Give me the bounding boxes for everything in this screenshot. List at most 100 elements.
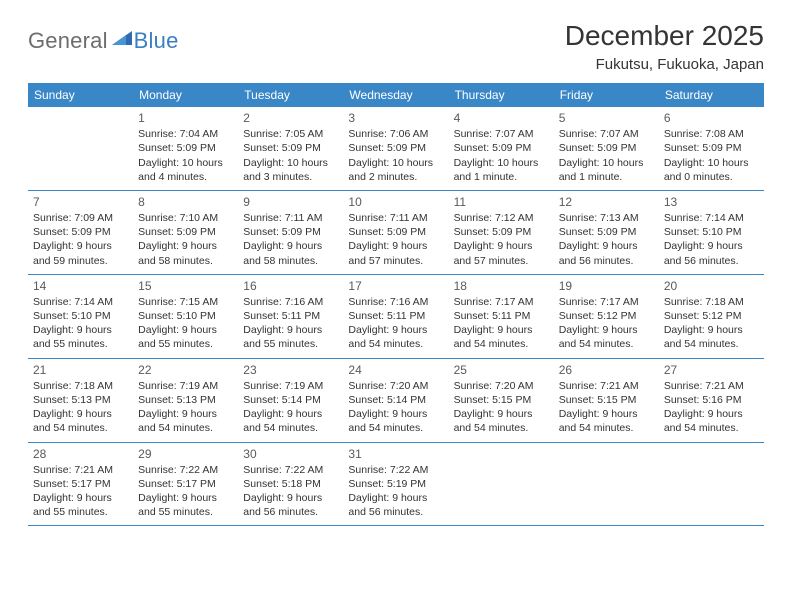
daylight-text: Daylight: 9 hours and 58 minutes. [138, 239, 233, 267]
day-cell: 23Sunrise: 7:19 AMSunset: 5:14 PMDayligh… [238, 359, 343, 442]
daylight-text: Daylight: 9 hours and 56 minutes. [243, 491, 338, 519]
day-cell: 11Sunrise: 7:12 AMSunset: 5:09 PMDayligh… [449, 191, 554, 274]
day-cell: 20Sunrise: 7:18 AMSunset: 5:12 PMDayligh… [659, 275, 764, 358]
day-number: 22 [138, 362, 233, 378]
day-number: 20 [664, 278, 759, 294]
day-cell: 10Sunrise: 7:11 AMSunset: 5:09 PMDayligh… [343, 191, 448, 274]
week-row: 7Sunrise: 7:09 AMSunset: 5:09 PMDaylight… [28, 191, 764, 275]
week-row: 14Sunrise: 7:14 AMSunset: 5:10 PMDayligh… [28, 275, 764, 359]
sunrise-text: Sunrise: 7:15 AM [138, 295, 233, 309]
day-number: 1 [138, 110, 233, 126]
day-cell: 30Sunrise: 7:22 AMSunset: 5:18 PMDayligh… [238, 443, 343, 526]
weekday-header: Monday [133, 83, 238, 107]
sunrise-text: Sunrise: 7:22 AM [348, 463, 443, 477]
daylight-text: Daylight: 10 hours and 0 minutes. [664, 156, 759, 184]
day-number: 13 [664, 194, 759, 210]
weekday-header-row: Sunday Monday Tuesday Wednesday Thursday… [28, 83, 764, 107]
sunset-text: Sunset: 5:09 PM [559, 225, 654, 239]
day-cell: 29Sunrise: 7:22 AMSunset: 5:17 PMDayligh… [133, 443, 238, 526]
logo-sail-icon [112, 31, 132, 45]
day-number: 7 [33, 194, 128, 210]
sunset-text: Sunset: 5:09 PM [348, 225, 443, 239]
page-header: General Blue December 2025 Fukutsu, Fuku… [28, 20, 764, 73]
daylight-text: Daylight: 9 hours and 56 minutes. [664, 239, 759, 267]
sunset-text: Sunset: 5:09 PM [559, 141, 654, 155]
daylight-text: Daylight: 9 hours and 55 minutes. [243, 323, 338, 351]
sunrise-text: Sunrise: 7:18 AM [33, 379, 128, 393]
daylight-text: Daylight: 10 hours and 3 minutes. [243, 156, 338, 184]
calendar-grid: Sunday Monday Tuesday Wednesday Thursday… [28, 83, 764, 526]
sunset-text: Sunset: 5:15 PM [559, 393, 654, 407]
week-row: 21Sunrise: 7:18 AMSunset: 5:13 PMDayligh… [28, 359, 764, 443]
day-cell: 31Sunrise: 7:22 AMSunset: 5:19 PMDayligh… [343, 443, 448, 526]
daylight-text: Daylight: 9 hours and 58 minutes. [243, 239, 338, 267]
sunset-text: Sunset: 5:19 PM [348, 477, 443, 491]
sunrise-text: Sunrise: 7:20 AM [348, 379, 443, 393]
logo-text-general: General [28, 28, 108, 54]
daylight-text: Daylight: 9 hours and 55 minutes. [33, 491, 128, 519]
sunset-text: Sunset: 5:13 PM [138, 393, 233, 407]
sunset-text: Sunset: 5:16 PM [664, 393, 759, 407]
day-cell [28, 107, 133, 190]
day-cell: 28Sunrise: 7:21 AMSunset: 5:17 PMDayligh… [28, 443, 133, 526]
daylight-text: Daylight: 9 hours and 56 minutes. [559, 239, 654, 267]
day-cell: 26Sunrise: 7:21 AMSunset: 5:15 PMDayligh… [554, 359, 659, 442]
daylight-text: Daylight: 9 hours and 54 minutes. [454, 323, 549, 351]
day-cell [659, 443, 764, 526]
sunset-text: Sunset: 5:09 PM [243, 225, 338, 239]
day-number: 28 [33, 446, 128, 462]
daylight-text: Daylight: 9 hours and 54 minutes. [559, 407, 654, 435]
sunrise-text: Sunrise: 7:20 AM [454, 379, 549, 393]
sunset-text: Sunset: 5:11 PM [348, 309, 443, 323]
sunrise-text: Sunrise: 7:21 AM [559, 379, 654, 393]
day-number: 23 [243, 362, 338, 378]
title-block: December 2025 Fukutsu, Fukuoka, Japan [565, 20, 764, 73]
day-cell: 15Sunrise: 7:15 AMSunset: 5:10 PMDayligh… [133, 275, 238, 358]
day-cell: 21Sunrise: 7:18 AMSunset: 5:13 PMDayligh… [28, 359, 133, 442]
sunset-text: Sunset: 5:12 PM [664, 309, 759, 323]
weekday-header: Tuesday [238, 83, 343, 107]
day-number: 3 [348, 110, 443, 126]
sunrise-text: Sunrise: 7:05 AM [243, 127, 338, 141]
day-number: 8 [138, 194, 233, 210]
day-number: 15 [138, 278, 233, 294]
daylight-text: Daylight: 9 hours and 54 minutes. [664, 407, 759, 435]
location-text: Fukutsu, Fukuoka, Japan [565, 56, 764, 73]
sunrise-text: Sunrise: 7:18 AM [664, 295, 759, 309]
day-number: 21 [33, 362, 128, 378]
sunset-text: Sunset: 5:09 PM [454, 141, 549, 155]
sunrise-text: Sunrise: 7:13 AM [559, 211, 654, 225]
sunrise-text: Sunrise: 7:19 AM [138, 379, 233, 393]
day-number: 12 [559, 194, 654, 210]
calendar-page: General Blue December 2025 Fukutsu, Fuku… [0, 0, 792, 526]
daylight-text: Daylight: 9 hours and 54 minutes. [559, 323, 654, 351]
sunset-text: Sunset: 5:12 PM [559, 309, 654, 323]
sunrise-text: Sunrise: 7:22 AM [243, 463, 338, 477]
sunrise-text: Sunrise: 7:07 AM [559, 127, 654, 141]
sunset-text: Sunset: 5:09 PM [138, 141, 233, 155]
daylight-text: Daylight: 9 hours and 55 minutes. [138, 491, 233, 519]
sunset-text: Sunset: 5:17 PM [138, 477, 233, 491]
sunrise-text: Sunrise: 7:21 AM [664, 379, 759, 393]
sunset-text: Sunset: 5:18 PM [243, 477, 338, 491]
day-cell: 1Sunrise: 7:04 AMSunset: 5:09 PMDaylight… [133, 107, 238, 190]
sunrise-text: Sunrise: 7:09 AM [33, 211, 128, 225]
sunrise-text: Sunrise: 7:11 AM [348, 211, 443, 225]
day-cell: 13Sunrise: 7:14 AMSunset: 5:10 PMDayligh… [659, 191, 764, 274]
day-cell: 14Sunrise: 7:14 AMSunset: 5:10 PMDayligh… [28, 275, 133, 358]
daylight-text: Daylight: 10 hours and 2 minutes. [348, 156, 443, 184]
sunset-text: Sunset: 5:11 PM [243, 309, 338, 323]
day-cell: 9Sunrise: 7:11 AMSunset: 5:09 PMDaylight… [238, 191, 343, 274]
sunrise-text: Sunrise: 7:17 AM [559, 295, 654, 309]
sunset-text: Sunset: 5:13 PM [33, 393, 128, 407]
day-cell: 24Sunrise: 7:20 AMSunset: 5:14 PMDayligh… [343, 359, 448, 442]
daylight-text: Daylight: 9 hours and 56 minutes. [348, 491, 443, 519]
logo: General Blue [28, 20, 179, 54]
day-cell: 16Sunrise: 7:16 AMSunset: 5:11 PMDayligh… [238, 275, 343, 358]
sunrise-text: Sunrise: 7:12 AM [454, 211, 549, 225]
day-cell: 22Sunrise: 7:19 AMSunset: 5:13 PMDayligh… [133, 359, 238, 442]
day-cell: 3Sunrise: 7:06 AMSunset: 5:09 PMDaylight… [343, 107, 448, 190]
sunrise-text: Sunrise: 7:16 AM [348, 295, 443, 309]
sunset-text: Sunset: 5:10 PM [664, 225, 759, 239]
day-number: 27 [664, 362, 759, 378]
